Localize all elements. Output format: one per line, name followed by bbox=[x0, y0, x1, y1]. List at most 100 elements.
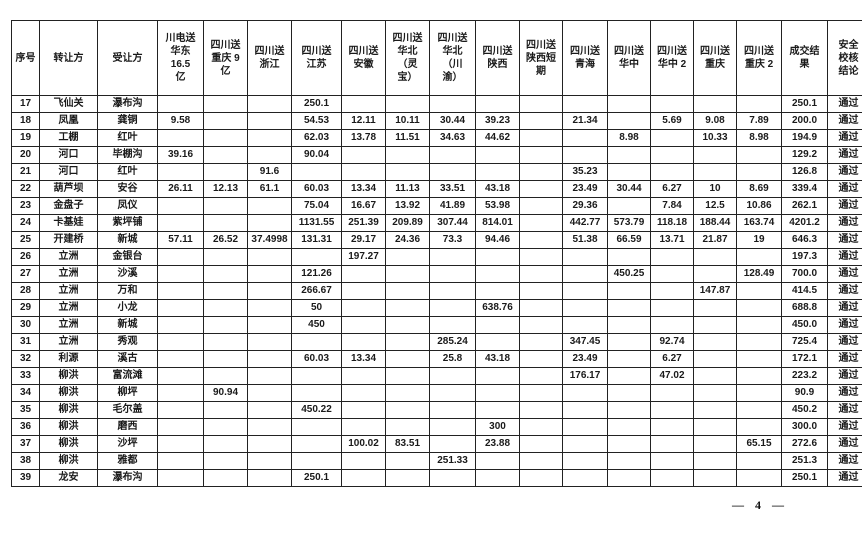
column-header-12: 四川送 青海 bbox=[562, 20, 608, 96]
cell-value bbox=[203, 435, 248, 453]
cell-transferee: 紫坪铺 bbox=[97, 214, 158, 232]
cell-transferor: 河口 bbox=[39, 163, 98, 181]
column-header-15: 四川送 重庆 bbox=[693, 20, 737, 96]
cell-value bbox=[157, 95, 204, 113]
cell-value bbox=[736, 350, 782, 368]
cell-transferee: 龚铜 bbox=[97, 112, 158, 130]
cell-value: 12.11 bbox=[341, 112, 386, 130]
cell-value bbox=[607, 112, 651, 130]
cell-transferor: 河口 bbox=[39, 146, 98, 164]
cell-value: 13.92 bbox=[385, 197, 430, 215]
cell-serial: 18 bbox=[11, 112, 40, 130]
column-header-2: 受让方 bbox=[97, 20, 158, 96]
table-row: 28 立洲 万和 266.67 147.87 414.5 通过 bbox=[11, 282, 862, 300]
cell-value bbox=[650, 452, 694, 470]
cell-value bbox=[562, 452, 608, 470]
cell-value bbox=[475, 316, 520, 334]
cell-value: 450 bbox=[291, 316, 342, 334]
column-header-17: 成交结 果 bbox=[781, 20, 828, 96]
column-header-9: 四川送 华北 （川 渝） bbox=[429, 20, 476, 96]
cell-value: 19 bbox=[736, 231, 782, 249]
cell-value bbox=[247, 95, 292, 113]
cell-value: 12.5 bbox=[693, 197, 737, 215]
cell-result: 414.5 bbox=[781, 282, 828, 300]
cell-value bbox=[650, 384, 694, 402]
cell-value: 250.1 bbox=[291, 95, 342, 113]
cell-value bbox=[157, 129, 204, 147]
cell-value: 11.51 bbox=[385, 129, 430, 147]
table-row: 27 立洲 沙溪 121.26 450.25 128.49 700.0 通过 bbox=[11, 265, 862, 283]
cell-value bbox=[385, 418, 430, 436]
cell-value bbox=[693, 248, 737, 266]
cell-value bbox=[203, 299, 248, 317]
cell-value: 442.77 bbox=[562, 214, 608, 232]
cell-value bbox=[519, 367, 563, 385]
cell-check-conclusion: 通过 bbox=[827, 469, 862, 487]
cell-value bbox=[650, 248, 694, 266]
cell-value bbox=[519, 435, 563, 453]
cell-value bbox=[693, 469, 737, 487]
cell-value: 37.4998 bbox=[247, 231, 292, 249]
cell-value bbox=[341, 418, 386, 436]
cell-value: 91.6 bbox=[247, 163, 292, 181]
cell-value bbox=[385, 469, 430, 487]
cell-value bbox=[247, 418, 292, 436]
cell-value bbox=[693, 163, 737, 181]
cell-transferee: 小龙 bbox=[97, 299, 158, 317]
cell-check-conclusion: 通过 bbox=[827, 282, 862, 300]
cell-value: 121.26 bbox=[291, 265, 342, 283]
cell-value: 51.38 bbox=[562, 231, 608, 249]
cell-transferee: 磨西 bbox=[97, 418, 158, 436]
cell-value bbox=[247, 367, 292, 385]
cell-value bbox=[519, 282, 563, 300]
cell-result: 725.4 bbox=[781, 333, 828, 351]
cell-value bbox=[607, 401, 651, 419]
cell-value: 41.89 bbox=[429, 197, 476, 215]
cell-result: 90.9 bbox=[781, 384, 828, 402]
cell-value: 100.02 bbox=[341, 435, 386, 453]
cell-value bbox=[607, 367, 651, 385]
cell-value bbox=[519, 214, 563, 232]
cell-value bbox=[385, 95, 430, 113]
column-header-16: 四川送 重庆 2 bbox=[736, 20, 782, 96]
cell-serial: 30 bbox=[11, 316, 40, 334]
cell-value: 35.23 bbox=[562, 163, 608, 181]
cell-value bbox=[562, 95, 608, 113]
cell-serial: 24 bbox=[11, 214, 40, 232]
cell-value bbox=[385, 333, 430, 351]
cell-value: 23.49 bbox=[562, 350, 608, 368]
cell-check-conclusion: 通过 bbox=[827, 197, 862, 215]
cell-value: 57.11 bbox=[157, 231, 204, 249]
cell-value: 8.98 bbox=[736, 129, 782, 147]
cell-value bbox=[607, 146, 651, 164]
cell-serial: 28 bbox=[11, 282, 40, 300]
cell-value bbox=[203, 112, 248, 130]
cell-value: 61.1 bbox=[247, 180, 292, 198]
cell-result: 688.8 bbox=[781, 299, 828, 317]
table-row: 22 葫芦坝 安谷 26.11 12.13 61.1 60.03 13.34 11.13 33.5… bbox=[11, 180, 862, 198]
cell-value bbox=[562, 146, 608, 164]
cell-value bbox=[693, 350, 737, 368]
cell-value: 7.84 bbox=[650, 197, 694, 215]
cell-value bbox=[736, 367, 782, 385]
cell-value bbox=[203, 452, 248, 470]
cell-value bbox=[429, 282, 476, 300]
cell-check-conclusion: 通过 bbox=[827, 452, 862, 470]
cell-result: 223.2 bbox=[781, 367, 828, 385]
cell-value bbox=[385, 248, 430, 266]
cell-value bbox=[157, 163, 204, 181]
cell-value bbox=[385, 384, 430, 402]
cell-value bbox=[519, 231, 563, 249]
cell-value: 450.22 bbox=[291, 401, 342, 419]
cell-transferee: 安谷 bbox=[97, 180, 158, 198]
cell-value: 44.62 bbox=[475, 129, 520, 147]
cell-value: 6.27 bbox=[650, 180, 694, 198]
table-row: 26 立洲 金银台 197.27 197.3 通过 bbox=[11, 248, 862, 266]
column-header-8: 四川送 华北 （灵 宝） bbox=[385, 20, 430, 96]
cell-result: 450.2 bbox=[781, 401, 828, 419]
cell-transferee: 秀观 bbox=[97, 333, 158, 351]
cell-value bbox=[607, 95, 651, 113]
cell-transferor: 凤凰 bbox=[39, 112, 98, 130]
cell-check-conclusion: 通过 bbox=[827, 384, 862, 402]
cell-serial: 17 bbox=[11, 95, 40, 113]
